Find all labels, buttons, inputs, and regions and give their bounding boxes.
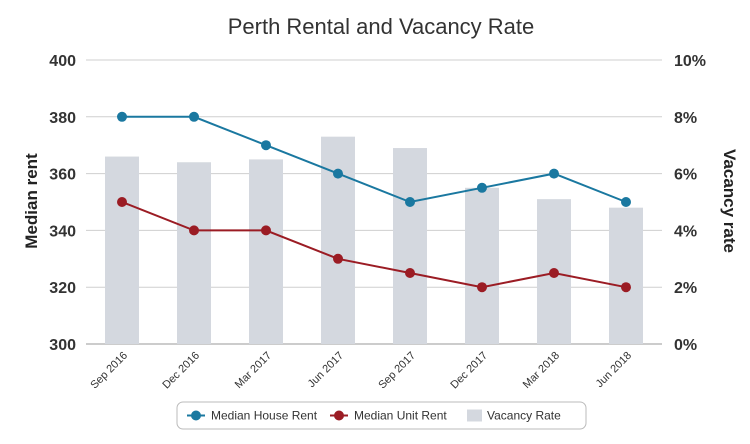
x-axis-ticks: Sep 2016 Dec 2016 Mar 2017 Jun 2017 Sep 2017…: [88, 350, 634, 392]
vacancy-bars: [105, 136, 643, 344]
data-point: [261, 140, 271, 151]
legend-label: Median Unit Rent: [354, 409, 447, 423]
right-tick-label: 2%: [674, 280, 697, 297]
data-point: [189, 225, 199, 236]
gridlines: [86, 59, 662, 345]
left-axis-ticks: 300 320 340 360 380 400: [49, 53, 76, 354]
left-tick-label: 360: [49, 167, 76, 184]
x-tick-label: Jun 2018: [594, 350, 634, 390]
legend-swatch: [467, 409, 482, 422]
legend-label: Vacancy Rate: [487, 409, 561, 423]
data-point: [621, 282, 631, 293]
x-tick-label: Sep 2017: [376, 350, 418, 392]
data-point: [333, 168, 343, 179]
legend-marker: [334, 410, 344, 421]
rent-lines: [117, 111, 631, 293]
legend[interactable]: Median House Rent Median Unit Rent Vacancy…: [176, 401, 587, 430]
vacancy-bar: [105, 156, 139, 344]
left-tick-label: 340: [49, 223, 76, 240]
left-tick-label: 320: [49, 280, 76, 297]
x-tick-label: Mar 2018: [521, 350, 562, 391]
data-point: [621, 197, 631, 207]
vacancy-bar: [177, 162, 211, 344]
left-tick-label: 400: [49, 53, 76, 70]
data-point: [477, 282, 487, 293]
right-tick-label: 10%: [674, 53, 706, 70]
vacancy-bar: [609, 207, 643, 344]
data-point: [477, 182, 487, 193]
x-tick-label: Jun 2017: [306, 350, 346, 390]
left-tick-label: 380: [49, 110, 76, 127]
series-line-1: [121, 201, 627, 289]
data-point: [405, 197, 415, 207]
x-tick-label: Dec 2017: [448, 350, 490, 392]
data-point: [405, 268, 415, 278]
data-point: [333, 253, 343, 264]
data-point: [189, 111, 199, 122]
legend-box: [176, 401, 587, 430]
data-point: [549, 168, 559, 179]
right-axis-title: Vacancy rate: [720, 149, 739, 253]
chart-title: Perth Rental and Vacancy Rate: [228, 14, 535, 39]
vacancy-bar: [393, 148, 427, 344]
data-point: [549, 268, 559, 278]
x-tick-label: Sep 2016: [88, 350, 130, 392]
right-tick-label: 0%: [674, 337, 697, 354]
x-tick-label: Mar 2017: [233, 350, 274, 391]
vacancy-bar: [321, 136, 355, 344]
legend-label: Median House Rent: [211, 409, 318, 423]
left-tick-label: 300: [49, 337, 76, 354]
legend-marker: [191, 410, 201, 421]
left-axis-title: Median rent: [22, 153, 41, 249]
data-point: [261, 225, 271, 236]
right-tick-label: 6%: [674, 167, 697, 184]
vacancy-bar: [249, 159, 283, 344]
right-tick-label: 4%: [674, 223, 697, 240]
vacancy-bar: [465, 187, 499, 344]
data-point: [117, 197, 127, 207]
series-line-0: [122, 115, 627, 204]
x-tick-label: Dec 2016: [160, 350, 202, 392]
data-point: [117, 111, 127, 122]
right-axis-ticks: 0% 2% 4% 6% 8% 10%: [674, 53, 706, 354]
right-tick-label: 8%: [674, 110, 697, 127]
